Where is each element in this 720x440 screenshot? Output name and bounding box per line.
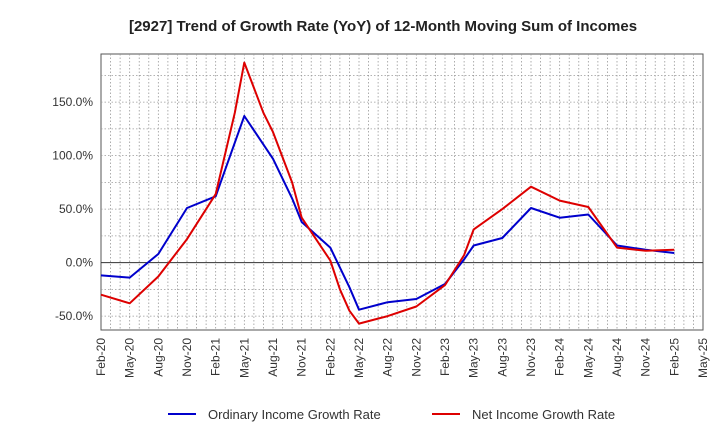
x-tick-label: Feb-25 <box>667 338 681 376</box>
x-tick-label: Aug-22 <box>381 338 395 377</box>
y-tick-label: 0.0% <box>66 256 94 270</box>
series-line-net-income <box>100 61 675 325</box>
y-tick-label: -50.0% <box>55 309 93 323</box>
x-tick-label: Nov-22 <box>409 338 423 377</box>
y-tick-label: 50.0% <box>59 202 93 216</box>
x-tick-label: Feb-22 <box>323 338 337 376</box>
x-tick-label: May-24 <box>581 338 595 378</box>
series-line-ordinary-income <box>100 115 675 311</box>
vertical-grid <box>110 54 694 330</box>
x-tick-label: Feb-20 <box>94 338 108 376</box>
x-tick-label: Feb-21 <box>209 338 223 376</box>
x-tick-label: Aug-23 <box>495 338 509 377</box>
legend: Ordinary Income Growth Rate Net Income G… <box>168 407 615 422</box>
chart-title: [2927] Trend of Growth Rate (YoY) of 12-… <box>129 18 637 35</box>
legend-label-net: Net Income Growth Rate <box>472 407 615 422</box>
x-tick-label: Aug-21 <box>266 338 280 377</box>
x-tick-label: May-20 <box>123 338 137 378</box>
x-tick-label: Nov-20 <box>180 338 194 377</box>
x-tick-label: May-25 <box>696 338 710 378</box>
legend-label-ordinary: Ordinary Income Growth Rate <box>208 407 381 422</box>
x-tick-label: May-22 <box>352 338 366 378</box>
x-tick-label: Nov-24 <box>639 338 653 377</box>
plot-area <box>100 53 704 331</box>
x-tick-label: Nov-21 <box>295 338 309 377</box>
x-tick-label: Aug-20 <box>151 338 165 377</box>
y-axis-tick-labels: 150.0% 100.0% 50.0% 0.0% -50.0% <box>52 95 93 323</box>
x-tick-label: May-21 <box>237 338 251 378</box>
x-tick-label: Aug-24 <box>610 338 624 377</box>
horizontal-grid <box>101 74 703 317</box>
x-tick-label: Nov-23 <box>524 338 538 377</box>
y-tick-label: 150.0% <box>52 95 93 109</box>
y-tick-label: 100.0% <box>52 149 93 163</box>
series-lines <box>100 61 675 325</box>
x-axis-tick-labels: Feb-20 May-20 Aug-20 Nov-20 Feb-21 May-21 Aug-… <box>94 338 710 378</box>
x-tick-label: May-23 <box>467 338 481 378</box>
x-tick-label: Feb-24 <box>553 338 567 376</box>
x-tick-label: Feb-23 <box>438 338 452 376</box>
